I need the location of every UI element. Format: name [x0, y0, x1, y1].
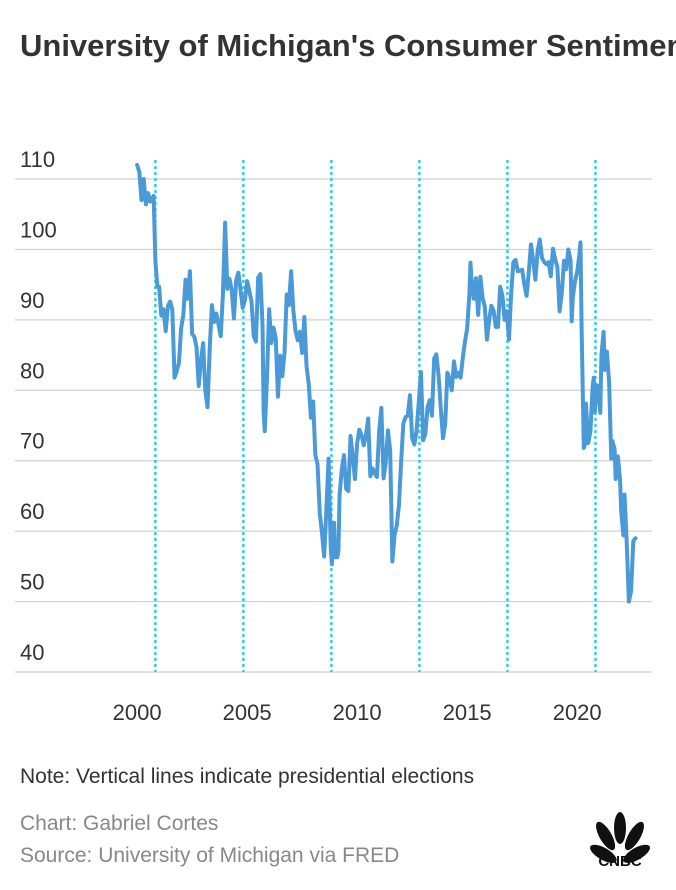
y-tick-label: 50: [20, 570, 44, 595]
x-tick-label: 2005: [223, 700, 272, 725]
x-tick-label: 2010: [333, 700, 382, 725]
chart-title: University of Michigan's Consumer Sentim…: [20, 28, 676, 63]
data-line: [135, 162, 638, 604]
y-tick-label: 110: [20, 147, 55, 172]
logo-text: CNBC: [598, 853, 641, 870]
y-tick-label: 90: [20, 288, 44, 313]
y-tick-label: 80: [20, 358, 44, 383]
logo-peacock: [590, 812, 650, 863]
x-tick-label: 2000: [113, 700, 162, 725]
credit: Chart: Gabriel Cortes: [20, 812, 218, 835]
note: Note: Vertical lines indicate presidenti…: [20, 765, 474, 788]
y-tick-label: 60: [20, 499, 44, 524]
y-tick-label: 40: [20, 640, 44, 665]
x-tick-label: 2015: [443, 700, 492, 725]
x-tick-label: 2020: [553, 700, 602, 725]
source: Source: University of Michigan via FRED: [20, 844, 399, 867]
y-tick-label: 100: [20, 217, 57, 242]
y-tick-label: 70: [20, 429, 44, 454]
